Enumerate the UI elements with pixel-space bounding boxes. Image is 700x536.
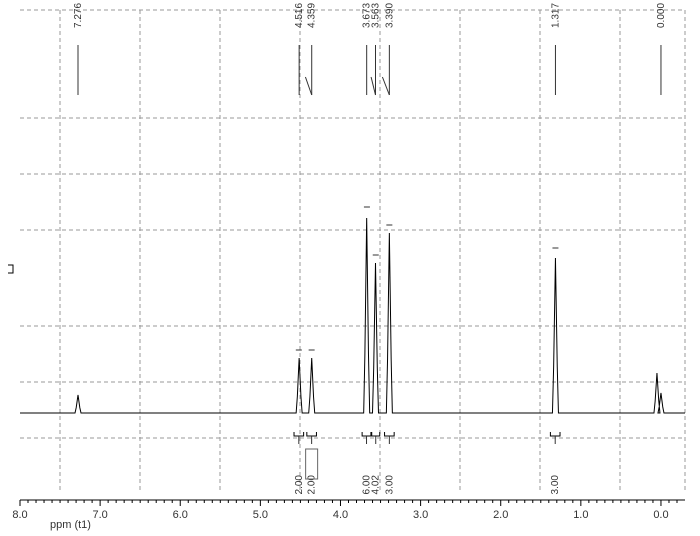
svg-text:ppm (t1): ppm (t1) <box>50 519 91 531</box>
svg-text:4.516: 4.516 <box>294 3 305 28</box>
svg-text:1.0: 1.0 <box>573 509 588 521</box>
svg-text:6.0: 6.0 <box>173 509 188 521</box>
svg-text:3.390: 3.390 <box>384 3 395 28</box>
svg-text:2.00: 2.00 <box>294 475 305 495</box>
svg-text:3.0: 3.0 <box>413 509 428 521</box>
svg-text:3.563: 3.563 <box>370 3 381 28</box>
svg-text:4.359: 4.359 <box>307 3 318 28</box>
svg-text:2.0: 2.0 <box>493 509 508 521</box>
svg-text:7.276: 7.276 <box>73 3 84 28</box>
svg-text:8.0: 8.0 <box>12 509 27 521</box>
svg-text:3.00: 3.00 <box>550 475 561 495</box>
svg-text:4.02: 4.02 <box>371 475 382 495</box>
svg-text:5.0: 5.0 <box>253 509 268 521</box>
svg-text:1.317: 1.317 <box>550 3 561 28</box>
svg-text:2.00: 2.00 <box>307 475 318 495</box>
svg-text:7.0: 7.0 <box>92 509 107 521</box>
svg-text:4.0: 4.0 <box>333 509 348 521</box>
svg-text:3.00: 3.00 <box>384 475 395 495</box>
svg-text:0.000: 0.000 <box>656 3 667 28</box>
spectrum-svg: 7.2764.5164.3593.6733.5633.3901.3170.000… <box>0 0 700 536</box>
svg-text:0.0: 0.0 <box>653 509 668 521</box>
nmr-spectrum-chart: 7.2764.5164.3593.6733.5633.3901.3170.000… <box>0 0 700 536</box>
